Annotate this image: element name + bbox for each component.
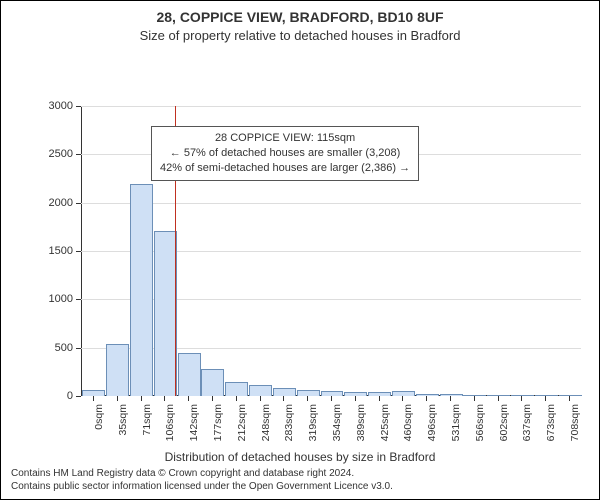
- x-tick-label: 425sqm: [379, 404, 391, 454]
- x-tick-label: 283sqm: [283, 404, 295, 454]
- histogram-bar: [178, 353, 201, 397]
- y-tick-mark: [76, 299, 81, 300]
- x-tick-label: 0sqm: [93, 404, 105, 454]
- y-tick-mark: [76, 251, 81, 252]
- x-tick-mark: [498, 396, 499, 401]
- histogram-bar: [225, 382, 248, 397]
- histogram-bar: [344, 392, 367, 396]
- x-tick-label: 673sqm: [545, 404, 557, 454]
- x-tick-mark: [450, 396, 451, 401]
- x-tick-label: 566sqm: [474, 404, 486, 454]
- histogram-bar: [463, 395, 486, 396]
- x-tick-mark: [283, 396, 284, 401]
- y-tick-label: 1500: [11, 245, 73, 257]
- x-tick-mark: [426, 396, 427, 401]
- x-tick-mark: [402, 396, 403, 401]
- x-tick-label: 35sqm: [117, 404, 129, 454]
- y-tick-label: 2000: [11, 197, 73, 209]
- y-tick-label: 0: [11, 390, 73, 402]
- x-tick-mark: [545, 396, 546, 401]
- y-tick-mark: [76, 348, 81, 349]
- annotation-line-3: 42% of semi-detached houses are larger (…: [160, 161, 410, 176]
- y-tick-mark: [76, 203, 81, 204]
- footnote-line-1: Contains HM Land Registry data © Crown c…: [11, 467, 393, 480]
- x-tick-mark: [307, 396, 308, 401]
- histogram-bar: [130, 184, 153, 396]
- annotation-line-1: 28 COPPICE VIEW: 115sqm: [160, 131, 410, 146]
- histogram-bar: [273, 388, 296, 396]
- histogram-bar: [201, 369, 224, 396]
- x-tick-label: 354sqm: [331, 404, 343, 454]
- x-tick-mark: [379, 396, 380, 401]
- x-tick-mark: [331, 396, 332, 401]
- x-tick-label: 460sqm: [402, 404, 414, 454]
- x-tick-label: 602sqm: [498, 404, 510, 454]
- histogram-bar: [511, 395, 534, 396]
- page-title: 28, COPPICE VIEW, BRADFORD, BD10 8UF: [11, 9, 589, 26]
- histogram-bar: [106, 344, 129, 396]
- grid-line: [81, 203, 581, 204]
- x-tick-label: 496sqm: [426, 404, 438, 454]
- annotation-box: 28 COPPICE VIEW: 115sqm← 57% of detached…: [151, 126, 419, 181]
- y-tick-mark: [76, 396, 81, 397]
- footnote-line-2: Contains public sector information licen…: [11, 480, 393, 493]
- page-subtitle: Size of property relative to detached ho…: [11, 28, 589, 44]
- y-tick-label: 2500: [11, 148, 73, 160]
- x-tick-mark: [260, 396, 261, 401]
- x-tick-mark: [141, 396, 142, 401]
- x-tick-mark: [521, 396, 522, 401]
- histogram-bar: [154, 231, 177, 396]
- x-tick-mark: [569, 396, 570, 401]
- histogram-bar: [368, 392, 391, 396]
- x-tick-mark: [117, 396, 118, 401]
- plot-area: 28 COPPICE VIEW: 115sqm← 57% of detached…: [81, 106, 581, 396]
- x-tick-label: 106sqm: [164, 404, 176, 454]
- x-tick-label: 389sqm: [355, 404, 367, 454]
- footnote: Contains HM Land Registry data © Crown c…: [11, 467, 393, 493]
- x-tick-label: 319sqm: [307, 404, 319, 454]
- y-tick-mark: [76, 106, 81, 107]
- grid-line: [81, 106, 581, 107]
- annotation-line-2: ← 57% of detached houses are smaller (3,…: [160, 146, 410, 161]
- histogram-bar: [249, 385, 272, 396]
- x-tick-mark: [93, 396, 94, 401]
- x-tick-mark: [355, 396, 356, 401]
- y-tick-label: 1000: [11, 293, 73, 305]
- x-tick-label: 212sqm: [236, 404, 248, 454]
- x-tick-label: 177sqm: [212, 404, 224, 454]
- y-tick-mark: [76, 154, 81, 155]
- x-tick-label: 248sqm: [260, 404, 272, 454]
- y-tick-label: 500: [11, 342, 73, 354]
- histogram-bar: [487, 395, 510, 396]
- x-tick-mark: [474, 396, 475, 401]
- x-tick-mark: [164, 396, 165, 401]
- histogram-bar: [82, 390, 105, 396]
- figure-container: 28, COPPICE VIEW, BRADFORD, BD10 8UF Siz…: [0, 0, 600, 500]
- x-tick-mark: [212, 396, 213, 401]
- x-tick-label: 142sqm: [188, 404, 200, 454]
- x-tick-label: 71sqm: [141, 404, 153, 454]
- x-tick-mark: [236, 396, 237, 401]
- x-tick-label: 637sqm: [521, 404, 533, 454]
- x-tick-label: 531sqm: [450, 404, 462, 454]
- x-tick-mark: [188, 396, 189, 401]
- x-tick-label: 708sqm: [569, 404, 581, 454]
- y-tick-label: 3000: [11, 100, 73, 112]
